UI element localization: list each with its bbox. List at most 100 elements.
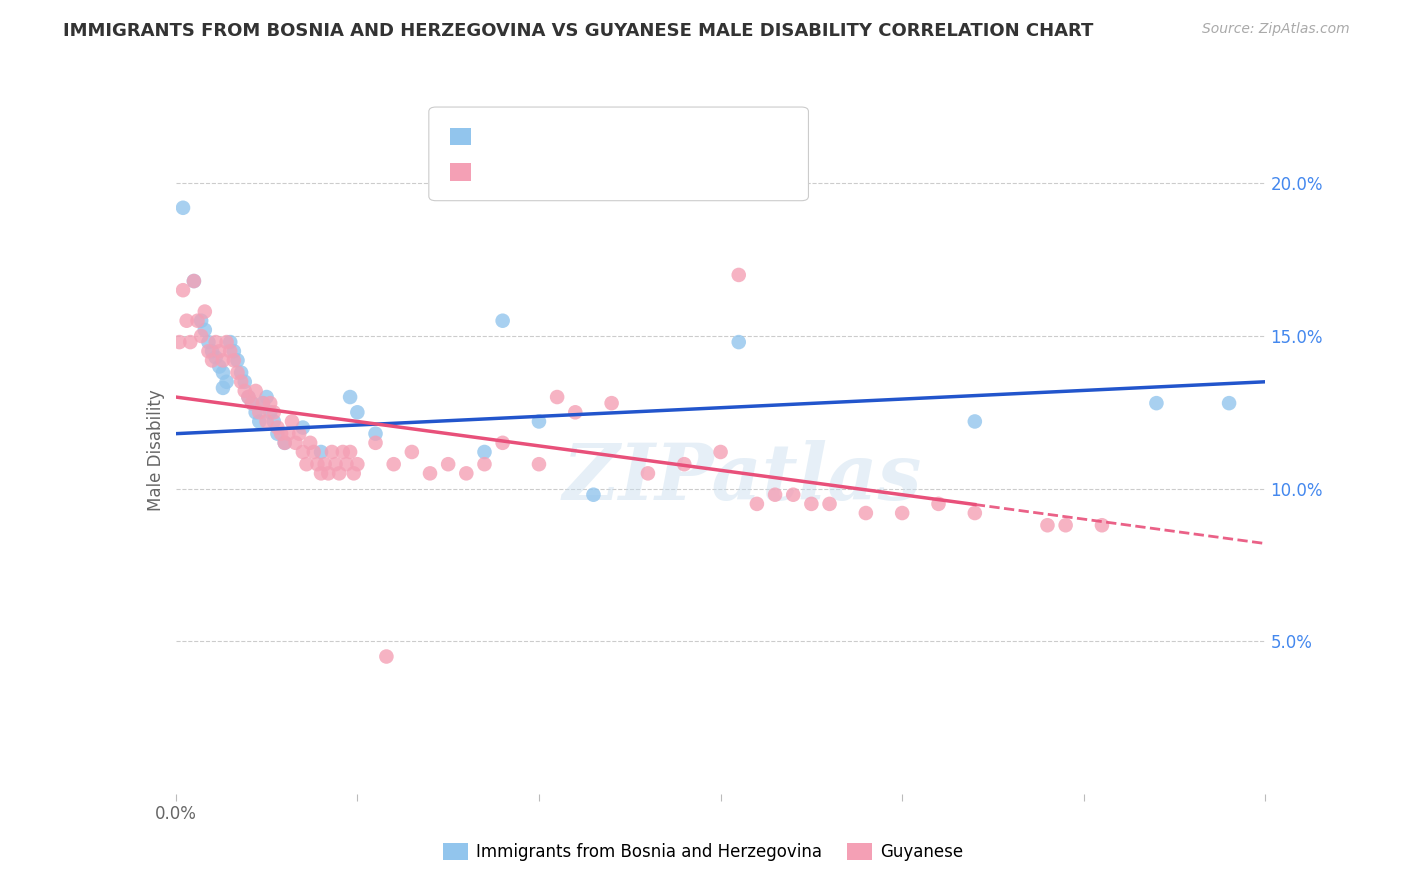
Point (637, 467, 659, 481)
Point (963, 506, 986, 520)
Point (238, 390, 260, 404)
Point (343, 467, 366, 481)
Point (474, 445, 496, 459)
Point (1146, 396, 1168, 410)
Point (190, 314, 212, 328)
Point (314, 457, 336, 471)
Point (201, 353, 224, 368)
Point (564, 405, 586, 419)
Point (245, 405, 267, 419)
Point (219, 344, 242, 359)
Point (238, 390, 260, 404)
Point (204, 335, 226, 350)
Text: N = 39: N = 39 (598, 129, 651, 144)
Point (382, 457, 405, 471)
Point (763, 488, 786, 502)
Point (928, 497, 950, 511)
Point (240, 396, 263, 410)
Point (208, 359, 231, 374)
Point (169, 335, 191, 350)
Point (1036, 518, 1059, 533)
Point (222, 353, 245, 368)
Text: ZIPatlas: ZIPatlas (562, 440, 922, 516)
Point (727, 335, 749, 350)
Point (219, 335, 242, 350)
Point (364, 426, 387, 441)
Point (288, 426, 311, 441)
Point (335, 457, 357, 471)
Point (201, 344, 224, 359)
Point (419, 467, 441, 481)
Point (247, 414, 270, 428)
Point (492, 314, 515, 328)
Point (309, 467, 332, 481)
Legend: Immigrants from Bosnia and Herzegovina, Guyanese: Immigrants from Bosnia and Herzegovina, … (436, 836, 970, 868)
Point (259, 396, 281, 410)
Point (492, 435, 515, 450)
Point (291, 445, 314, 459)
Point (172, 201, 194, 215)
Point (321, 445, 343, 459)
Point (183, 274, 205, 288)
Point (346, 405, 368, 419)
Point (291, 420, 314, 434)
Y-axis label: Male Disability: Male Disability (146, 390, 165, 511)
Point (891, 506, 914, 520)
Point (328, 467, 350, 481)
Point (252, 396, 274, 410)
Point (339, 390, 361, 404)
Point (233, 375, 256, 389)
Point (600, 396, 623, 410)
Point (274, 435, 297, 450)
Point (727, 268, 749, 282)
Point (963, 414, 986, 428)
Text: 0.0%: 0.0% (155, 805, 197, 822)
Point (284, 435, 307, 450)
Point (176, 314, 198, 328)
Point (375, 649, 398, 664)
Point (212, 381, 235, 395)
Point (256, 390, 278, 404)
Point (782, 488, 804, 502)
Point (245, 384, 267, 398)
Point (274, 435, 297, 450)
Point (332, 445, 354, 459)
Text: Source: ZipAtlas.com: Source: ZipAtlas.com (1202, 22, 1350, 37)
Point (197, 344, 219, 359)
Point (309, 445, 332, 459)
Point (307, 457, 329, 471)
Point (318, 467, 340, 481)
Point (208, 344, 231, 359)
Point (215, 335, 238, 350)
Point (1091, 518, 1114, 533)
Point (252, 396, 274, 410)
Point (339, 445, 361, 459)
Text: 0.121: 0.121 (536, 129, 579, 144)
Point (247, 405, 270, 419)
Text: N = 79: N = 79 (598, 165, 651, 179)
Point (456, 467, 478, 481)
Point (266, 420, 288, 434)
Point (233, 384, 256, 398)
Point (302, 445, 325, 459)
Text: R =: R = (482, 165, 510, 179)
Point (582, 488, 605, 502)
Point (855, 506, 877, 520)
Text: -0.229: -0.229 (529, 165, 578, 179)
Point (800, 497, 823, 511)
Point (212, 353, 235, 368)
Point (710, 445, 733, 459)
Point (212, 366, 235, 380)
Point (325, 457, 347, 471)
Point (226, 353, 249, 368)
Point (474, 457, 496, 471)
Point (1218, 396, 1240, 410)
Text: IMMIGRANTS FROM BOSNIA AND HERZEGOVINA VS GUYANESE MALE DISABILITY CORRELATION C: IMMIGRANTS FROM BOSNIA AND HERZEGOVINA V… (63, 22, 1094, 40)
Point (364, 435, 387, 450)
Point (673, 457, 696, 471)
Point (240, 396, 263, 410)
Point (222, 344, 245, 359)
Point (299, 435, 322, 450)
Point (190, 329, 212, 343)
Point (256, 414, 278, 428)
